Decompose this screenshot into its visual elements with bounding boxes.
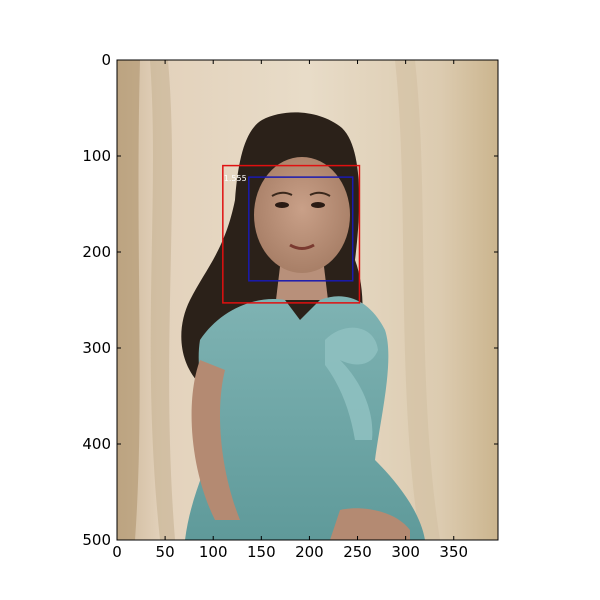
y-tick-label: 200 bbox=[82, 243, 111, 261]
axis-ticks bbox=[116, 59, 498, 541]
right-brow bbox=[309, 191, 331, 197]
right-eye bbox=[311, 202, 325, 208]
left-brow bbox=[271, 191, 293, 197]
y-tick-label: 0 bbox=[101, 51, 111, 69]
left-eye bbox=[275, 202, 289, 208]
x-tick-label: 150 bbox=[247, 543, 276, 561]
curtain-fold-left bbox=[150, 60, 175, 540]
x-tick-label: 250 bbox=[343, 543, 372, 561]
face bbox=[254, 157, 350, 273]
x-tick-label: 100 bbox=[199, 543, 228, 561]
detection-boxes bbox=[222, 164, 361, 304]
dress-bow bbox=[325, 327, 378, 440]
x-tick-label: 0 bbox=[112, 543, 122, 561]
axes-frame bbox=[116, 59, 499, 541]
y-tick-label: 400 bbox=[82, 435, 111, 453]
x-tick-label: 200 bbox=[295, 543, 324, 561]
left-arm bbox=[191, 360, 240, 520]
mouth bbox=[289, 243, 315, 250]
x-tick-labels: 0 50 100 150 200 250 300 350 bbox=[112, 543, 468, 561]
y-tick-label: 500 bbox=[82, 531, 111, 549]
y-tick-label: 100 bbox=[82, 147, 111, 165]
y-tick-label: 300 bbox=[82, 339, 111, 357]
x-tick-label: 350 bbox=[439, 543, 468, 561]
y-tick-labels: 0 100 200 300 400 500 bbox=[82, 51, 111, 549]
hands bbox=[330, 508, 410, 540]
curtain-fold-right bbox=[395, 60, 440, 540]
curtain-edge-left bbox=[117, 60, 140, 540]
detection-box-blue bbox=[248, 176, 354, 282]
x-tick-label: 50 bbox=[156, 543, 175, 561]
box-score-label: 1.555 bbox=[224, 174, 247, 183]
x-tick-label: 300 bbox=[391, 543, 420, 561]
detection-box-red bbox=[222, 164, 361, 304]
photo bbox=[117, 60, 498, 540]
